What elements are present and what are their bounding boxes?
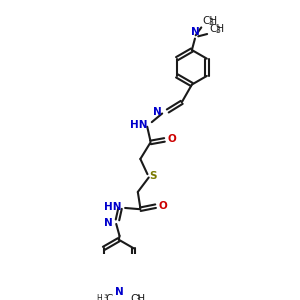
Text: C: C: [106, 294, 113, 300]
Text: 3: 3: [103, 294, 107, 299]
Text: N: N: [115, 287, 124, 297]
Text: CH: CH: [202, 16, 217, 26]
Text: HN: HN: [104, 202, 121, 212]
Text: HN: HN: [130, 120, 148, 130]
Text: O: O: [158, 201, 167, 211]
Text: N: N: [191, 27, 200, 37]
Text: CH: CH: [210, 24, 225, 34]
Text: 3: 3: [216, 26, 220, 35]
Text: N: N: [104, 218, 113, 228]
Text: H: H: [97, 294, 102, 300]
Text: 3: 3: [208, 18, 213, 27]
Text: CH: CH: [130, 294, 145, 300]
Text: N: N: [153, 107, 162, 117]
Text: S: S: [149, 171, 157, 181]
Text: O: O: [167, 134, 176, 144]
Text: 3: 3: [136, 295, 141, 300]
